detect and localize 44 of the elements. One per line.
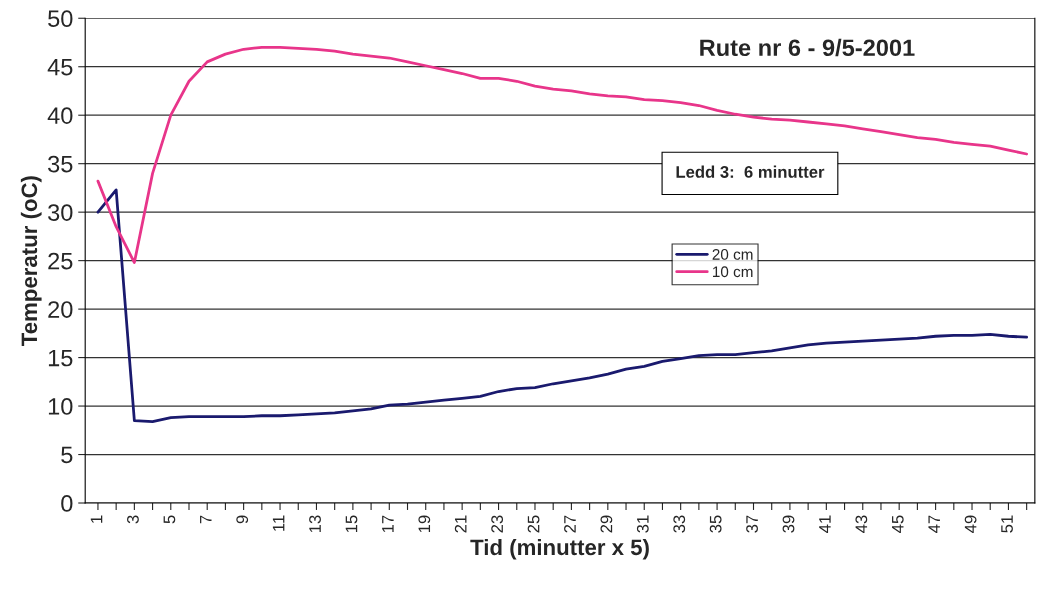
x-tick-label: 39 — [782, 515, 795, 533]
y-tick-label: 15 — [48, 349, 73, 367]
annotation: Ledd 3: 6 minutter — [676, 165, 825, 178]
x-tick-label: 51 — [1001, 515, 1013, 533]
x-tick-label: 37 — [746, 515, 758, 533]
x-axis-title: Tid (minutter x 5) — [470, 538, 649, 560]
x-tick-label: 29 — [600, 515, 613, 533]
legend-label: 10 cm — [713, 266, 753, 278]
x-tick-label: 19 — [418, 515, 431, 533]
y-tick-label: 10 — [48, 398, 73, 415]
y-axis-title: Temperatur (oC) — [20, 176, 42, 346]
x-tick-label: 5 — [163, 515, 176, 524]
x-tick-label: 13 — [309, 515, 321, 533]
x-tick-label: 7 — [200, 515, 212, 524]
x-tick-label: 47 — [928, 515, 940, 533]
y-tick-label: 50 — [48, 10, 73, 28]
x-tick-label: 1 — [90, 515, 103, 523]
y-tick-label: 25 — [48, 252, 73, 270]
y-tick-label: 35 — [48, 155, 73, 173]
x-tick-label: 27 — [564, 515, 576, 533]
x-tick-label: 33 — [673, 515, 686, 533]
x-tick-label: 21 — [454, 515, 467, 533]
legend-label: 20 cm — [712, 249, 753, 260]
y-tick-label: 0 — [61, 495, 73, 512]
x-tick-label: 45 — [892, 515, 904, 533]
x-tick-label: 23 — [491, 515, 504, 533]
x-tick-label: 49 — [964, 515, 977, 533]
y-tick-label: 45 — [47, 59, 73, 76]
x-tick-label: 41 — [819, 515, 831, 533]
x-tick-label: 31 — [636, 515, 649, 533]
x-tick-label: 15 — [345, 515, 358, 533]
text: Rute nr 6 - 9/5-2001 — [700, 38, 915, 57]
x-tick-label: 11 — [272, 515, 285, 531]
x-tick-label: 35 — [709, 515, 722, 533]
line-series — [96, 188, 1029, 423]
y-tick-label: 20 — [48, 301, 73, 318]
x-tick-label: 17 — [382, 515, 394, 533]
y-tick-label: 30 — [48, 204, 73, 221]
x-tick-label: 9 — [236, 515, 249, 524]
x-tick-label: 25 — [527, 515, 540, 533]
y-tick-label: 5 — [61, 446, 73, 464]
x-tick-label: 43 — [855, 515, 868, 533]
y-tick-label: 40 — [47, 107, 73, 124]
x-tick-label: 3 — [127, 515, 139, 524]
